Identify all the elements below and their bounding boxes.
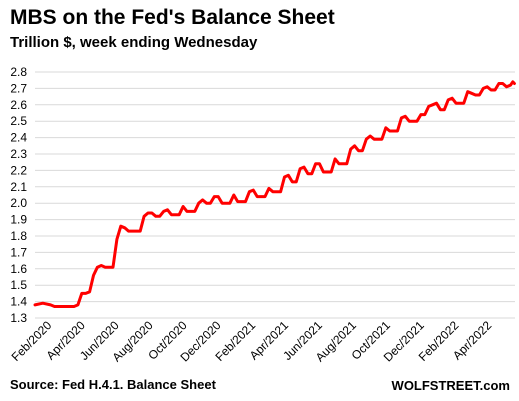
y-tick-label: 2.4 <box>10 131 27 145</box>
y-tick-label: 1.7 <box>10 245 27 259</box>
chart-subtitle: Trillion $, week ending Wednesday <box>10 34 258 51</box>
chart-title: MBS on the Fed's Balance Sheet <box>10 6 335 29</box>
y-tick-label: 1.8 <box>10 229 27 243</box>
y-tick-label: 2.1 <box>10 180 27 194</box>
series-line <box>33 80 516 308</box>
y-tick-label: 2.5 <box>10 114 27 128</box>
y-tick-label: 2.8 <box>10 65 27 79</box>
y-axis-ticks: 1.3 1.4 1.5 1.6 1.7 1.8 1.9 2.0 2.1 2.2 2.3 2.4 2.5 2… <box>10 65 27 325</box>
brand-label: WOLFSTREET.com <box>392 378 510 393</box>
y-tick-label: 1.5 <box>10 278 27 292</box>
y-tick-label: 2.3 <box>10 147 27 161</box>
y-tick-label: 1.9 <box>10 213 27 227</box>
y-tick-label: 1.3 <box>10 311 27 325</box>
y-tick-label: 2.6 <box>10 98 27 112</box>
y-tick-label: 2.7 <box>10 81 27 95</box>
y-tick-label: 1.6 <box>10 262 27 276</box>
y-tick-label: 2.2 <box>10 163 27 177</box>
series-layer <box>33 80 516 308</box>
y-tick-label: 1.4 <box>10 295 27 309</box>
x-axis-ticks: Feb/2020Apr/2020Jun/2020Aug/2020Oct/2020… <box>9 318 495 364</box>
source-note: Source: Fed H.4.1. Balance Sheet <box>10 377 217 392</box>
y-tick-label: 2.0 <box>10 196 27 210</box>
